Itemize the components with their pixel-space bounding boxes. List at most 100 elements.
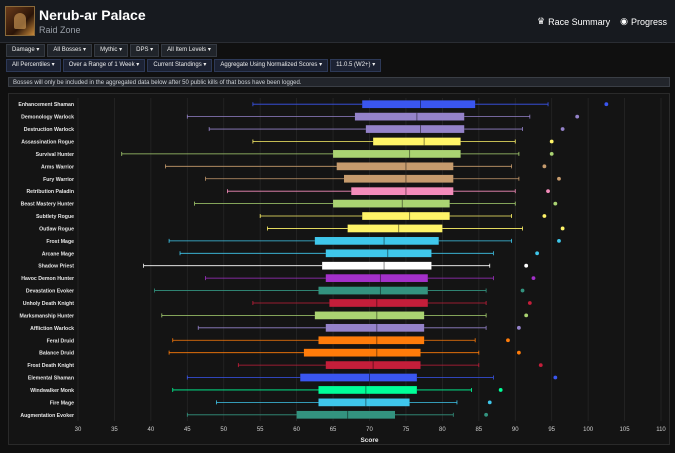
x-tick-label: 65 bbox=[330, 427, 337, 433]
race-summary-link[interactable]: ♛ Race Summary bbox=[537, 16, 610, 27]
box bbox=[325, 274, 428, 282]
outlier-point bbox=[542, 164, 547, 169]
outlier-point bbox=[560, 226, 565, 231]
series-label: Arms Warrior bbox=[41, 164, 74, 170]
difficulty-dropdown[interactable]: Mythic bbox=[94, 44, 129, 57]
race-summary-label: Race Summary bbox=[548, 16, 611, 27]
boss-dropdown[interactable]: All Bosses bbox=[47, 44, 93, 57]
x-tick-label: 60 bbox=[293, 427, 300, 433]
outlier-point bbox=[516, 325, 521, 330]
box bbox=[354, 112, 465, 121]
outlier-point bbox=[604, 102, 609, 107]
series-label: Fury Warrior bbox=[43, 177, 74, 183]
time-range-dropdown[interactable]: Over a Range of 1 Week bbox=[62, 59, 146, 72]
outlier-point bbox=[546, 189, 550, 194]
x-tick-label: 75 bbox=[403, 427, 410, 433]
raid-zone-icon bbox=[5, 6, 35, 36]
box bbox=[325, 361, 421, 369]
series-label: Beast Mastery Hunter bbox=[21, 202, 74, 208]
box bbox=[318, 286, 428, 295]
x-tick-label: 70 bbox=[366, 427, 373, 433]
box bbox=[343, 174, 454, 183]
x-tick-label: 80 bbox=[439, 427, 446, 433]
outlier-point bbox=[575, 114, 580, 119]
x-tick-label: 50 bbox=[220, 427, 227, 433]
outlier-point bbox=[524, 263, 529, 268]
box bbox=[351, 187, 454, 196]
outlier-point bbox=[553, 201, 558, 206]
series-label: Unholy Death Knight bbox=[23, 301, 75, 307]
series-label: Survival Hunter bbox=[36, 152, 74, 158]
x-tick-label: 45 bbox=[184, 427, 191, 433]
filter-bar-secondary: All Percentiles Over a Range of 1 Week C… bbox=[6, 59, 382, 72]
outlier-point bbox=[542, 214, 547, 218]
x-tick-label: 40 bbox=[148, 427, 155, 433]
series-label: Fire Mage bbox=[50, 400, 74, 406]
outlier-point bbox=[498, 388, 503, 392]
box bbox=[365, 125, 465, 133]
box bbox=[373, 137, 461, 146]
page-title: Nerub-ar Palace bbox=[39, 7, 146, 23]
outlier-point bbox=[506, 338, 510, 343]
metric-dropdown[interactable]: Damage bbox=[6, 44, 46, 57]
box bbox=[325, 249, 432, 258]
x-tick-label: 85 bbox=[475, 427, 482, 433]
series-label: Devastation Evoker bbox=[26, 289, 74, 295]
outlier-point bbox=[560, 127, 565, 131]
box bbox=[314, 311, 425, 320]
box bbox=[296, 410, 396, 419]
series-label: Marksmanship Hunter bbox=[20, 313, 74, 319]
series-label: Elemental Shaman bbox=[28, 376, 74, 382]
series-label: Augmentation Evoker bbox=[20, 413, 74, 419]
series-label: Assassination Rogue bbox=[21, 139, 74, 145]
box bbox=[329, 299, 428, 307]
outlier-point bbox=[557, 238, 561, 243]
box bbox=[347, 224, 443, 233]
aggregate-dropdown[interactable]: Aggregate Using Normalized Scores bbox=[214, 59, 329, 72]
series-label: Havoc Demon Hunter bbox=[21, 276, 74, 282]
progress-link[interactable]: ◉ Progress bbox=[620, 16, 667, 27]
series-label: Enhancement Shaman bbox=[18, 102, 74, 108]
box bbox=[336, 162, 454, 171]
patch-dropdown[interactable]: 11.0.5 (W2+) bbox=[330, 59, 382, 72]
box bbox=[314, 237, 439, 245]
series-label: Retribution Paladin bbox=[26, 189, 74, 195]
globe-icon: ◉ bbox=[620, 16, 628, 26]
outlier-point bbox=[516, 350, 521, 355]
trophy-icon: ♛ bbox=[537, 16, 546, 26]
outlier-point bbox=[524, 313, 529, 318]
x-tick-label: 100 bbox=[583, 427, 594, 433]
outlier-point bbox=[549, 139, 554, 144]
x-tick-label: 35 bbox=[111, 427, 118, 433]
notice-banner: Bosses will only be included in the aggr… bbox=[8, 77, 670, 87]
outlier-point bbox=[484, 412, 488, 417]
series-label: Demonology Warlock bbox=[21, 115, 74, 121]
box bbox=[333, 199, 450, 208]
series-label: Frost Death Knight bbox=[27, 363, 74, 369]
chart-panel: 30 35 40 45 50 55 60 65 70 75 80 85 90 95 100 105 110 Sco… bbox=[8, 93, 670, 445]
box bbox=[362, 100, 476, 109]
series-label: Subtlety Rogue bbox=[36, 214, 74, 220]
outlier-point bbox=[538, 363, 543, 367]
outlier-point bbox=[557, 176, 561, 181]
series-label: Shadow Priest bbox=[38, 264, 74, 270]
box bbox=[325, 323, 425, 332]
outlier-point bbox=[535, 251, 540, 256]
standings-dropdown[interactable]: Current Standings bbox=[147, 59, 213, 72]
outlier-point bbox=[527, 301, 532, 305]
item-level-dropdown[interactable]: All Item Levels bbox=[161, 44, 217, 57]
box bbox=[318, 336, 425, 345]
box-plot-chart: 30 35 40 45 50 55 60 65 70 75 80 85 90 95 100 105 110 Sco… bbox=[18, 98, 666, 444]
box bbox=[300, 373, 417, 382]
outlier-point bbox=[487, 400, 492, 405]
role-dropdown[interactable]: DPS bbox=[130, 44, 160, 57]
x-tick-label: 95 bbox=[548, 427, 555, 433]
outlier-point bbox=[531, 276, 536, 281]
page-subtitle: Raid Zone bbox=[39, 25, 81, 35]
series-label: Feral Druid bbox=[47, 338, 74, 344]
box bbox=[362, 212, 450, 220]
series-label: Windwalker Monk bbox=[30, 388, 74, 394]
outlier-point bbox=[549, 152, 554, 156]
percentile-dropdown[interactable]: All Percentiles bbox=[6, 59, 61, 72]
x-tick-label: 55 bbox=[257, 427, 264, 433]
